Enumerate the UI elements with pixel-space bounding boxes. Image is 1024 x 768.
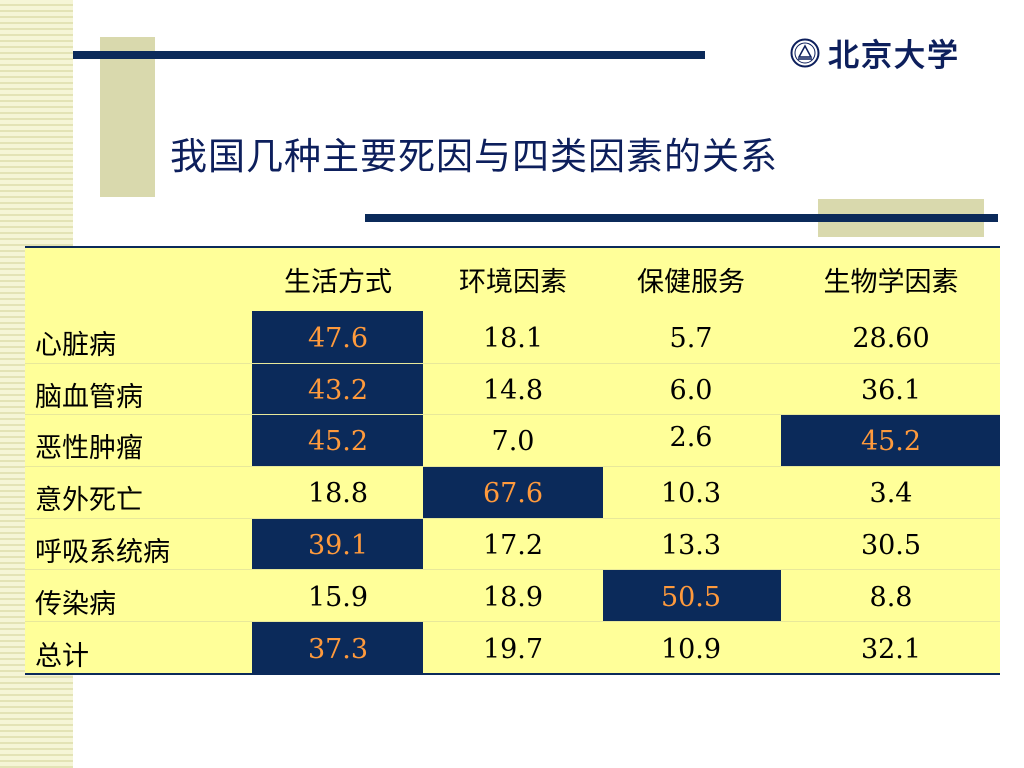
table-cell: 39.1 (307, 530, 369, 561)
logo-text: 北京大学 (828, 38, 960, 74)
table-cell: 13.3 (660, 530, 722, 561)
row-separator (25, 621, 1000, 622)
highlight-cell-bg (252, 621, 423, 673)
highlight-cell-bg (603, 569, 781, 621)
table-cell: 10.9 (660, 634, 722, 665)
table-cell: 67.6 (482, 478, 544, 509)
table-cell: 17.2 (482, 530, 544, 561)
row-label: 呼吸系统病 (35, 537, 170, 568)
slide-title: 我国几种主要死因与四类因素的关系 (170, 135, 778, 178)
table-cell: 47.6 (307, 323, 369, 354)
row-label: 恶性肿瘤 (35, 433, 143, 464)
column-header: 保健服务 (637, 267, 745, 298)
highlight-cell-bg (781, 414, 1000, 466)
university-seal-icon (790, 38, 820, 67)
row-label: 心脏病 (35, 330, 116, 361)
university-logo: 北京大学 (790, 30, 960, 75)
row-separator (25, 518, 1000, 519)
table-cell: 30.5 (860, 530, 922, 561)
table-cell: 18.9 (482, 582, 544, 613)
table-cell: 2.6 (669, 422, 713, 453)
row-separator (25, 363, 1000, 364)
row-label: 意外死亡 (35, 485, 143, 516)
table-cell: 45.2 (307, 426, 369, 457)
table-cell: 18.1 (482, 323, 544, 354)
bottom-divider-line (365, 214, 998, 222)
table-cell: 7.0 (491, 426, 535, 457)
row-label: 传染病 (35, 589, 116, 620)
row-separator (25, 414, 1000, 415)
column-header: 生活方式 (284, 267, 392, 298)
table-cell: 50.5 (660, 582, 722, 613)
row-label: 脑血管病 (35, 382, 143, 413)
top-divider-line (73, 51, 705, 59)
column-header: 环境因素 (459, 267, 567, 298)
table-cell: 45.2 (860, 426, 922, 457)
highlight-cell-bg (252, 363, 423, 414)
table-cell: 18.8 (307, 478, 369, 509)
highlight-cell-bg (252, 518, 423, 569)
highlight-cell-bg (252, 414, 423, 466)
table-cell: 6.0 (669, 375, 713, 406)
table-cell: 43.2 (307, 375, 369, 406)
title-tan-block (100, 37, 155, 197)
table-cell: 3.4 (869, 478, 913, 509)
table-cell: 19.7 (482, 634, 544, 665)
row-label: 总计 (35, 641, 89, 672)
table-cell: 5.7 (669, 323, 713, 354)
table-cell: 37.3 (307, 634, 369, 665)
data-table: 生活方式 环境因素 保健服务 生物学因素心脏病 47.6 18.1 5.7 28.60 脑血管病… (25, 246, 1000, 675)
table-cell: 10.3 (660, 478, 722, 509)
table-cell: 15.9 (307, 582, 369, 613)
row-separator (25, 466, 1000, 467)
table-cell: 32.1 (860, 634, 922, 665)
table-cell: 36.1 (860, 375, 922, 406)
table-cell: 14.8 (482, 375, 544, 406)
table-cell: 8.8 (869, 582, 913, 613)
row-separator (25, 569, 1000, 570)
highlight-cell-bg (252, 311, 423, 363)
table-cell: 28.60 (852, 323, 930, 354)
column-header: 生物学因素 (823, 267, 959, 298)
highlight-cell-bg (423, 466, 603, 518)
